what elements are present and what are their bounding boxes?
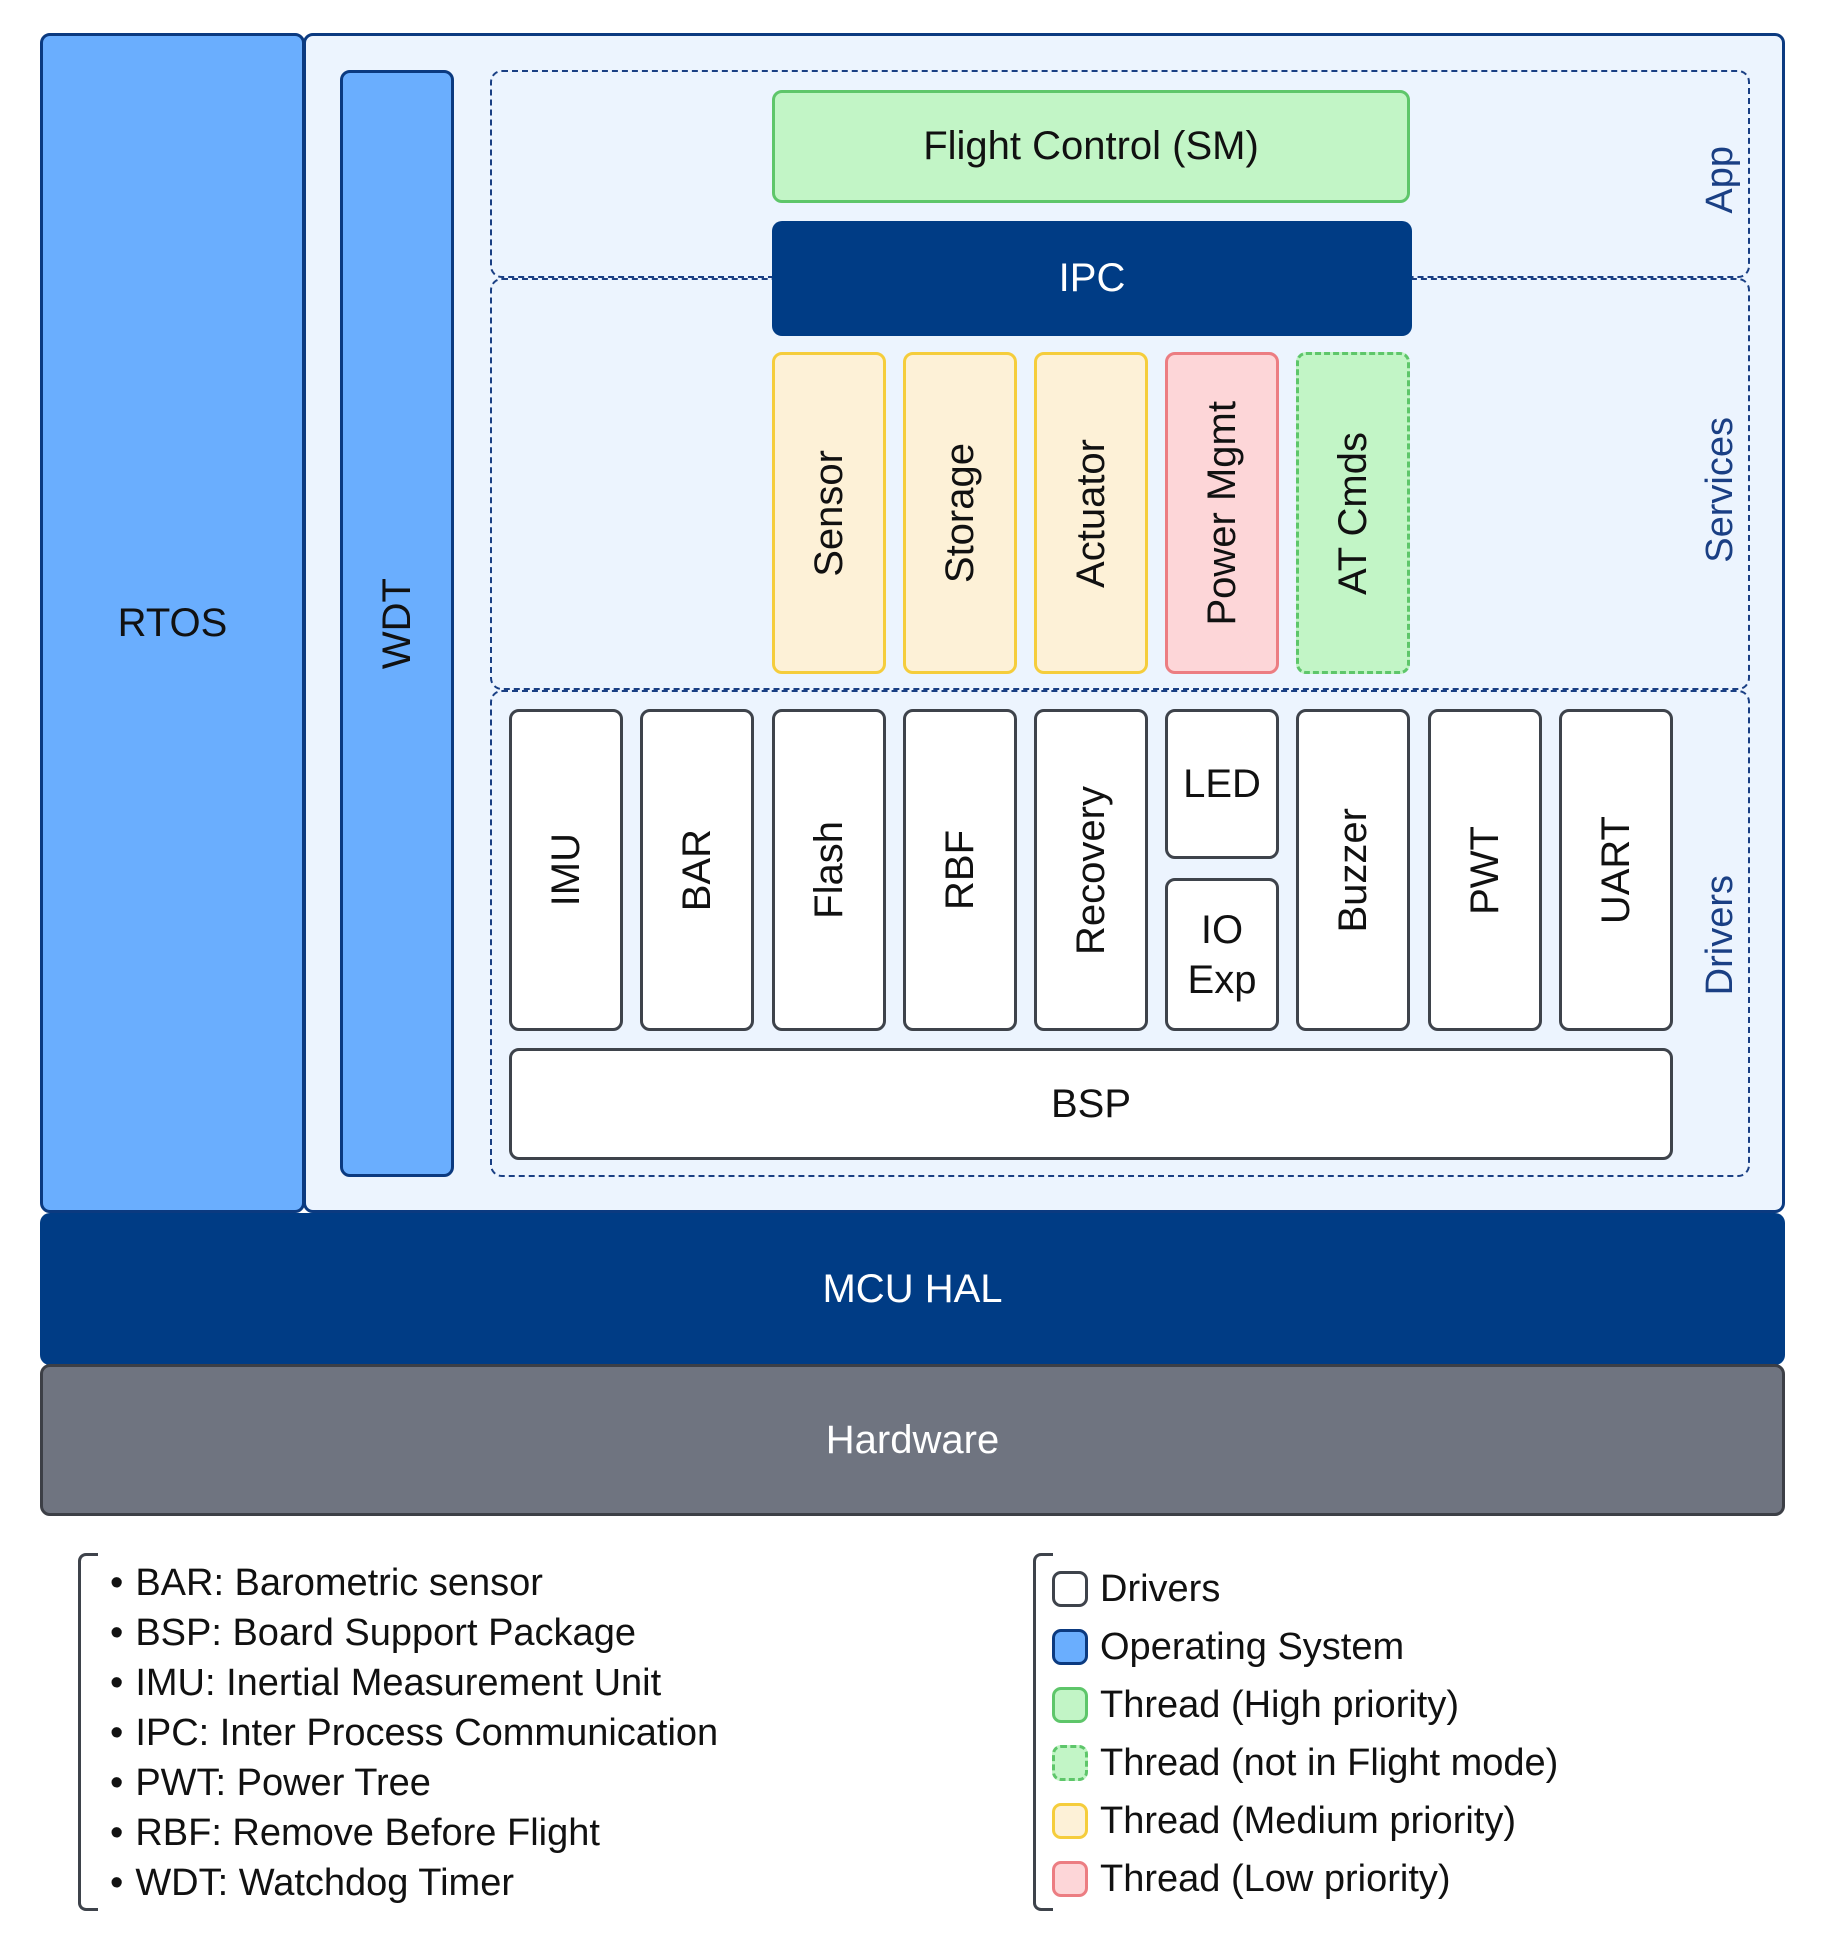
legend-item-drivers: Drivers	[1052, 1560, 1792, 1618]
actuator-service: Actuator	[1034, 352, 1148, 674]
legend-swatch-drivers	[1052, 1571, 1088, 1607]
hardware-block: Hardware	[40, 1364, 1785, 1516]
legend-swatch-high	[1052, 1687, 1088, 1723]
abbreviations-list: BAR: Barometric sensor BSP: Board Suppor…	[110, 1558, 910, 1908]
imu-driver: IMU	[509, 709, 623, 1031]
rtos-block: RTOS	[40, 33, 305, 1213]
led-driver: LED	[1165, 709, 1279, 859]
drivers-layer-label: Drivers	[1698, 874, 1741, 996]
abbreviations-bracket	[78, 1553, 98, 1911]
abbr-item: RBF: Remove Before Flight	[110, 1808, 910, 1858]
wdt-block: WDT	[340, 70, 454, 1177]
mcu-hal-block: MCU HAL	[40, 1213, 1785, 1365]
abbr-item: PWT: Power Tree	[110, 1758, 910, 1808]
legend-swatch-os	[1052, 1629, 1088, 1665]
legend-swatch-not-flight	[1052, 1745, 1088, 1781]
legend-item-os: Operating System	[1052, 1618, 1792, 1676]
drivers-layer-region	[490, 690, 1750, 1177]
abbr-item: WDT: Watchdog Timer	[110, 1858, 910, 1908]
legend-swatch-medium	[1052, 1803, 1088, 1839]
legend-item-high: Thread (High priority)	[1052, 1676, 1792, 1734]
legend-bracket	[1033, 1553, 1053, 1911]
legend-swatch-low	[1052, 1861, 1088, 1897]
legend-item-not-flight: Thread (not in Flight mode)	[1052, 1734, 1792, 1792]
abbr-item: IMU: Inertial Measurement Unit	[110, 1658, 910, 1708]
rtos-label: RTOS	[117, 600, 228, 645]
wdt-label: WDT	[374, 577, 419, 670]
io-exp-driver: IO Exp	[1165, 878, 1279, 1031]
pwt-driver: PWT	[1428, 709, 1542, 1031]
abbr-item: BAR: Barometric sensor	[110, 1558, 910, 1608]
recovery-driver: Recovery	[1034, 709, 1148, 1031]
bar-driver: BAR	[640, 709, 754, 1031]
uart-driver: UART	[1559, 709, 1673, 1031]
app-layer-label: App	[1698, 146, 1741, 214]
power-mgmt-service: Power Mgmt	[1165, 352, 1279, 674]
legend: Drivers Operating System Thread (High pr…	[1052, 1560, 1792, 1908]
ipc-block: IPC	[772, 221, 1412, 336]
buzzer-driver: Buzzer	[1296, 709, 1410, 1031]
storage-service: Storage	[903, 352, 1017, 674]
legend-item-medium: Thread (Medium priority)	[1052, 1792, 1792, 1850]
abbr-item: BSP: Board Support Package	[110, 1608, 910, 1658]
services-layer-label: Services	[1698, 417, 1741, 563]
flash-driver: Flash	[772, 709, 886, 1031]
rbf-driver: RBF	[903, 709, 1017, 1031]
bsp-block: BSP	[509, 1048, 1673, 1160]
sensor-service: Sensor	[772, 352, 886, 674]
at-cmds-service: AT Cmds	[1296, 352, 1410, 674]
flight-control-block: Flight Control (SM)	[772, 90, 1410, 203]
legend-item-low: Thread (Low priority)	[1052, 1850, 1792, 1908]
abbr-item: IPC: Inter Process Communication	[110, 1708, 910, 1758]
